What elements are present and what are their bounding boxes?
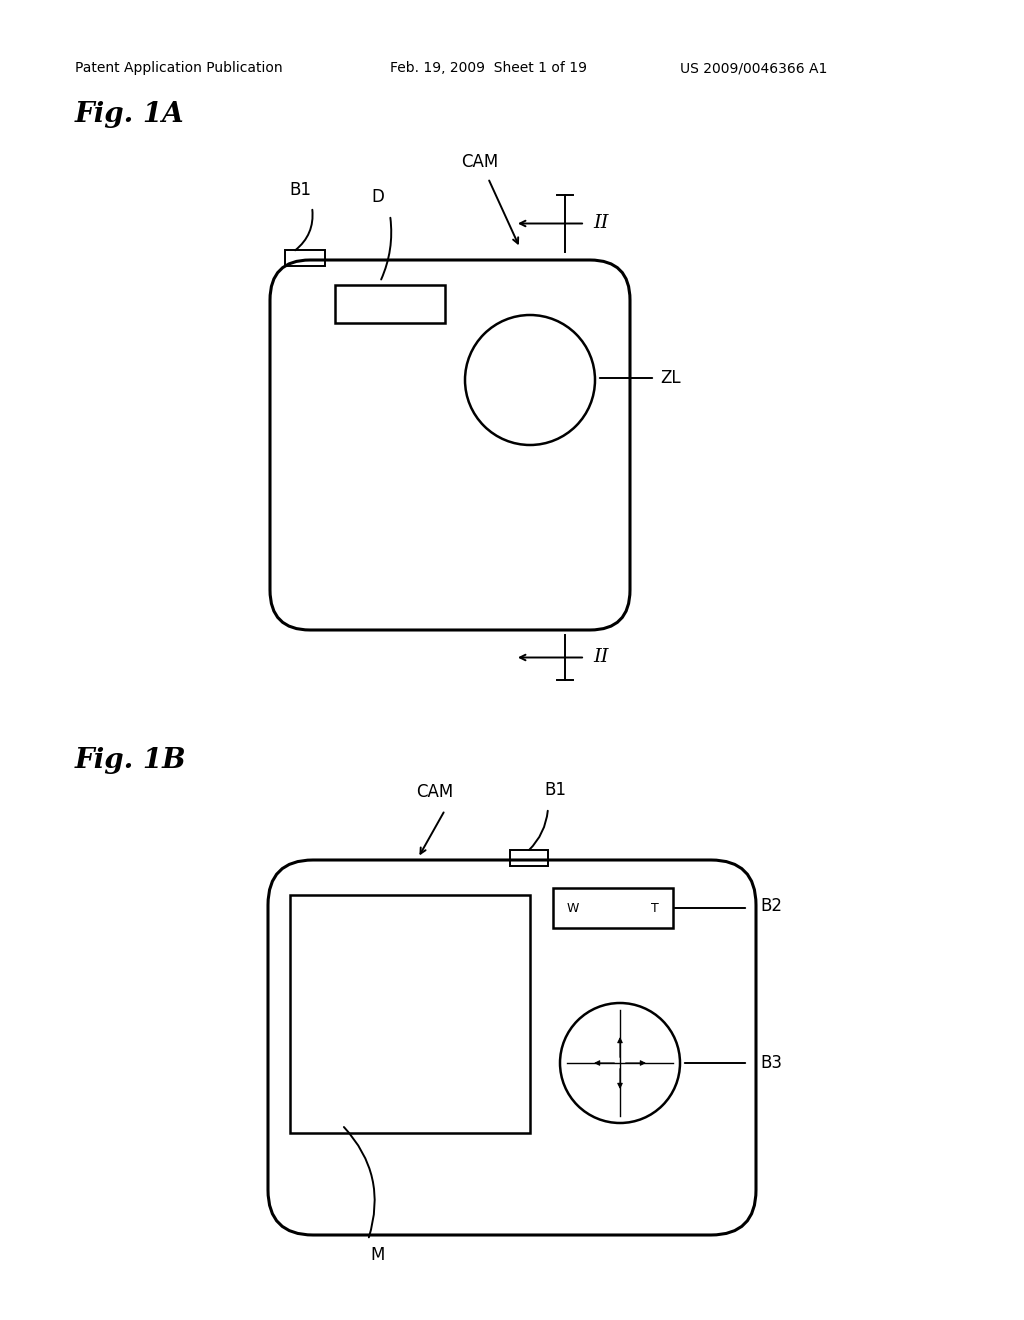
Text: B1: B1: [544, 781, 566, 799]
Text: II: II: [593, 214, 608, 232]
Text: CAM: CAM: [462, 153, 499, 172]
Text: T: T: [651, 902, 659, 915]
Text: CAM: CAM: [417, 783, 454, 801]
Text: B3: B3: [760, 1053, 782, 1072]
Text: W: W: [567, 902, 580, 915]
Bar: [290, 895, 530, 1133]
Text: Patent Application Publication: Patent Application Publication: [75, 61, 283, 75]
Bar: [510, 850, 548, 866]
Text: B2: B2: [760, 898, 782, 915]
Text: Fig. 1A: Fig. 1A: [75, 102, 184, 128]
Text: Fig. 1B: Fig. 1B: [75, 747, 186, 774]
Text: US 2009/0046366 A1: US 2009/0046366 A1: [680, 61, 827, 75]
Bar: [285, 249, 325, 267]
Bar: [553, 888, 673, 928]
Text: Feb. 19, 2009  Sheet 1 of 19: Feb. 19, 2009 Sheet 1 of 19: [390, 61, 587, 75]
Text: D: D: [372, 187, 384, 206]
Text: II: II: [593, 648, 608, 667]
Text: B1: B1: [289, 181, 311, 199]
Text: ZL: ZL: [660, 370, 681, 387]
Text: M: M: [371, 1246, 385, 1265]
Bar: [335, 285, 445, 323]
